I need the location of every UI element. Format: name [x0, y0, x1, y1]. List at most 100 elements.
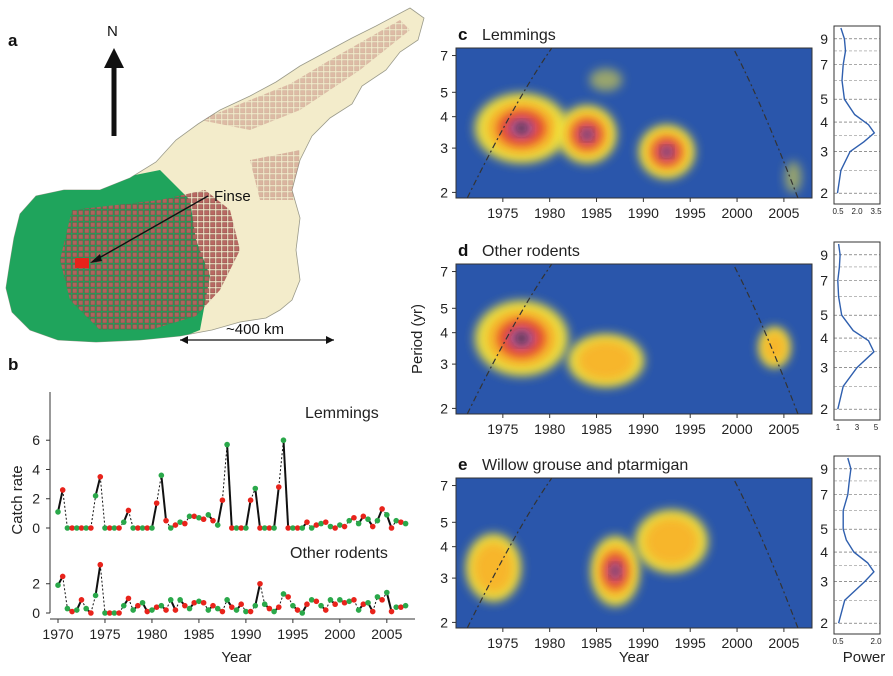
- b-series-segment: [90, 495, 97, 529]
- wavelet-frame: [455, 263, 813, 415]
- b-y-tick-label: 0: [32, 605, 40, 621]
- b-data-point: [247, 608, 254, 615]
- b-data-point: [153, 500, 160, 506]
- b-data-point: [322, 607, 329, 613]
- wavelet-frame: [455, 47, 813, 199]
- panel-e-title: Willow grouse and ptarmigan: [482, 457, 688, 474]
- b-data-point: [200, 599, 207, 606]
- power-y-tick-label: 2: [820, 615, 828, 631]
- wavelet-x-tick-label: 1980: [534, 635, 565, 651]
- wavelet-hotspot: [611, 566, 619, 576]
- wavelet-x-tick-label: 1985: [581, 205, 612, 221]
- b-series-segment: [62, 576, 68, 609]
- b-data-point: [266, 525, 273, 531]
- b-data-point: [318, 520, 324, 527]
- power-y-tick-label: 5: [820, 307, 828, 323]
- b-series-segment: [278, 440, 284, 488]
- power-y-tick-label: 7: [820, 57, 828, 73]
- b-data-point: [233, 525, 240, 531]
- panel-a: a N Finse ~400 km: [5, 7, 425, 344]
- wavelet-y-tick-label: 5: [440, 300, 448, 316]
- wavelet-x-tick-label: 1980: [534, 421, 565, 437]
- b-data-point: [393, 517, 400, 524]
- b-series-segment: [244, 500, 252, 529]
- b-data-point: [243, 525, 249, 531]
- wavelet-hotspot: [583, 130, 592, 139]
- b-data-point: [398, 604, 404, 610]
- panel-a-label: a: [8, 31, 18, 50]
- b-data-point: [106, 525, 113, 531]
- power-y-tick-label: 7: [820, 273, 828, 289]
- cone-of-influence-right: [732, 48, 799, 198]
- b-data-point: [186, 605, 193, 612]
- b-data-point: [360, 601, 367, 608]
- b-data-point: [88, 610, 94, 616]
- b-data-point: [158, 472, 165, 479]
- b-data-point: [290, 602, 296, 609]
- b-data-point: [97, 473, 104, 480]
- b-data-point: [327, 597, 334, 603]
- b-data-point: [252, 485, 259, 492]
- b-series-label: Lemmings: [305, 405, 379, 422]
- b-y-tick-label: 2: [32, 491, 40, 507]
- panel-c-title: Lemmings: [482, 27, 556, 44]
- wavelet-x-tick-label: 2005: [768, 421, 799, 437]
- b-data-point: [153, 604, 160, 610]
- b-series-label: Other rodents: [290, 545, 388, 562]
- wavelet-x-tick-label: 1985: [581, 421, 612, 437]
- b-y-label: Catch rate: [9, 465, 26, 534]
- panel-d-label: d: [458, 241, 468, 260]
- b-data-point: [172, 522, 179, 528]
- b-data-point: [182, 520, 188, 527]
- wavelet-x-tick-label: 1990: [628, 635, 659, 651]
- wavelet-y-tick-label: 2: [440, 184, 448, 200]
- b-series-segment: [385, 592, 393, 612]
- b-data-point: [83, 605, 89, 612]
- b-data-point: [275, 604, 282, 610]
- wavelet-hotspot: [589, 68, 623, 92]
- b-data-point: [191, 513, 198, 520]
- b-data-point: [163, 607, 169, 613]
- b-data-point: [219, 497, 226, 504]
- b-series-segment: [99, 564, 106, 614]
- b-data-point: [111, 610, 118, 616]
- b-data-point: [139, 525, 146, 531]
- b-data-point: [257, 580, 263, 587]
- power-x-tick-label: 5: [874, 423, 879, 432]
- power-y-tick-label: 9: [820, 31, 828, 47]
- b-data-point: [64, 525, 71, 531]
- panel-c-label: c: [458, 25, 467, 44]
- b-data-point: [360, 513, 367, 520]
- b-data-point: [205, 607, 212, 613]
- b-x-tick-label: 1990: [230, 626, 261, 642]
- b-data-point: [177, 597, 183, 603]
- wavelet-hotspot: [515, 332, 529, 344]
- power-x-tick-label: 2.0: [851, 207, 863, 216]
- b-x-tick-label: 2005: [371, 626, 402, 642]
- b-data-point: [205, 512, 212, 518]
- b-data-point: [299, 610, 306, 616]
- b-data-point: [402, 602, 409, 609]
- map-trap-cells-east: [250, 150, 300, 200]
- b-data-point: [402, 520, 409, 527]
- b-data-point: [196, 514, 202, 521]
- b-data-point: [125, 507, 132, 514]
- b-data-point: [285, 525, 291, 531]
- power-y-tick-label: 9: [820, 247, 828, 263]
- b-data-point: [97, 561, 104, 568]
- b-data-point: [88, 525, 94, 531]
- wavelet-y-tick-label: 3: [440, 140, 448, 156]
- b-y-tick-label: 6: [32, 432, 40, 448]
- b-data-point: [261, 601, 268, 608]
- b-series-segment: [226, 444, 233, 529]
- b-data-point: [308, 525, 315, 531]
- power-frame: [833, 25, 881, 205]
- b-data-point: [318, 602, 324, 609]
- panel-e: e Willow grouse and ptarmigan 2 3 4 5 7 1975 1…: [440, 455, 885, 666]
- wavelet-y-tick-label: 7: [440, 478, 448, 494]
- b-data-point: [135, 602, 141, 609]
- b-data-point: [233, 607, 240, 613]
- wavelet-y-tick-label: 2: [440, 400, 448, 416]
